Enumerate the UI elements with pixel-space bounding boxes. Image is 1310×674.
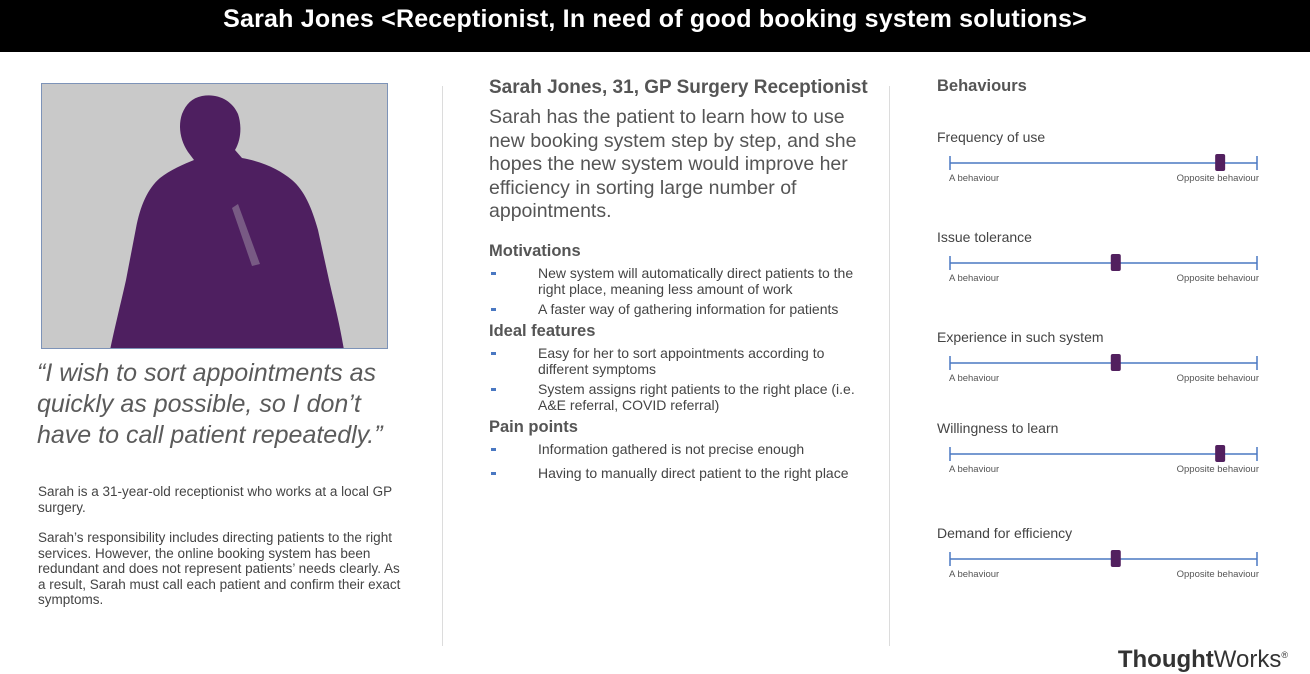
persona-photo <box>41 83 388 349</box>
bullet-icon <box>491 471 496 475</box>
list-item: Having to manually direct patient to the… <box>489 465 869 481</box>
title-bar: Sarah Jones <Receptionist, In need of go… <box>0 0 1310 52</box>
scale-label: Issue tolerance <box>937 229 1032 245</box>
column-divider <box>442 86 443 646</box>
scale-label: Demand for efficiency <box>937 525 1073 541</box>
motivations-list: New system will automatically direct pat… <box>489 265 869 317</box>
brand-logo: ThoughtWorks® <box>1117 646 1288 673</box>
ideal-features-list: Easy for her to sort appointments accord… <box>489 345 869 413</box>
behaviour-scale: Experience in such system A behaviour Oppo… <box>937 329 1267 389</box>
scale-high-label: Opposite behaviour <box>1176 173 1259 184</box>
scale-low-label: A behaviour <box>949 464 1000 475</box>
bio-paragraph: Sarah’s responsibility includes directin… <box>38 530 401 607</box>
list-item: New system will automatically direct pat… <box>489 265 869 297</box>
scale-track <box>949 354 1258 371</box>
scale-track <box>949 550 1258 567</box>
behaviour-scale: Willingness to learn A behaviour Opposite … <box>937 420 1267 480</box>
scale-low-label: A behaviour <box>949 173 1000 184</box>
persona-summary: Sarah has the patient to learn how to us… <box>489 106 857 222</box>
list-item-text: A faster way of gathering information fo… <box>538 300 839 317</box>
list-item-text: New system will automatically direct pat… <box>538 264 854 297</box>
scale-marker <box>1110 354 1121 371</box>
behaviour-scale: Frequency of use A behaviour Opposite beha… <box>937 129 1267 189</box>
bio-paragraph: Sarah is a 31-year-old receptionist who … <box>38 484 392 515</box>
scale-label: Frequency of use <box>937 129 1046 145</box>
column-divider <box>889 86 890 646</box>
behaviour-scale: Demand for efficiency A behaviour Opposite… <box>937 525 1267 585</box>
list-item: System assigns right patients to the rig… <box>489 381 869 413</box>
behaviour-scale: Issue tolerance A behaviour Opposite behav… <box>937 229 1267 289</box>
scale-marker <box>1110 550 1121 567</box>
motivations-heading: Motivations <box>489 241 581 260</box>
bullet-icon <box>491 351 496 355</box>
pain-points-list: Information gathered is not precise enou… <box>489 441 869 481</box>
person-silhouette-icon <box>110 95 344 348</box>
list-item-text: Easy for her to sort appointments accord… <box>538 344 825 377</box>
list-item: A faster way of gathering information fo… <box>489 301 869 317</box>
scale-marker <box>1110 254 1121 271</box>
behaviours-panel: Behaviours Frequency of use A behaviour Op… <box>937 77 1267 580</box>
bullet-icon <box>491 307 496 311</box>
bullet-icon <box>491 387 496 391</box>
scale-low-label: A behaviour <box>949 273 1000 284</box>
list-item-text: Having to manually direct patient to the… <box>538 464 849 481</box>
scale-track <box>949 445 1258 462</box>
scale-high-label: Opposite behaviour <box>1176 373 1259 384</box>
list-item: Information gathered is not precise enou… <box>489 441 869 457</box>
persona-details: Sarah Jones, 31, GP Surgery Receptionist… <box>489 77 869 481</box>
scale-track <box>949 154 1258 171</box>
list-item: Easy for her to sort appointments accord… <box>489 345 869 377</box>
scale-marker <box>1215 154 1226 171</box>
scale-low-label: A behaviour <box>949 569 1000 580</box>
persona-title: Sarah Jones <Receptionist, In need of go… <box>223 4 1087 33</box>
scale-high-label: Opposite behaviour <box>1176 273 1259 284</box>
persona-bio: Sarah is a 31-year-old receptionist who … <box>38 484 408 608</box>
scale-marker <box>1215 445 1226 462</box>
list-item-text: System assigns right patients to the rig… <box>538 380 855 413</box>
ideal-features-heading: Ideal features <box>489 321 596 340</box>
persona-quote: “I wish to sort appointments as quickly … <box>37 359 383 449</box>
persona-name: Sarah Jones, 31, GP Surgery Receptionist <box>489 77 868 98</box>
scale-low-label: A behaviour <box>949 373 1000 384</box>
scale-label: Experience in such system <box>937 329 1104 345</box>
bullet-icon <box>491 447 496 451</box>
scale-label: Willingness to learn <box>937 420 1059 436</box>
behaviours-heading: Behaviours <box>937 77 1027 95</box>
pain-points-heading: Pain points <box>489 417 578 436</box>
scale-high-label: Opposite behaviour <box>1176 464 1259 475</box>
list-item-text: Information gathered is not precise enou… <box>538 440 805 457</box>
scale-high-label: Opposite behaviour <box>1176 569 1259 580</box>
scale-track <box>949 254 1258 271</box>
bullet-icon <box>491 271 496 275</box>
